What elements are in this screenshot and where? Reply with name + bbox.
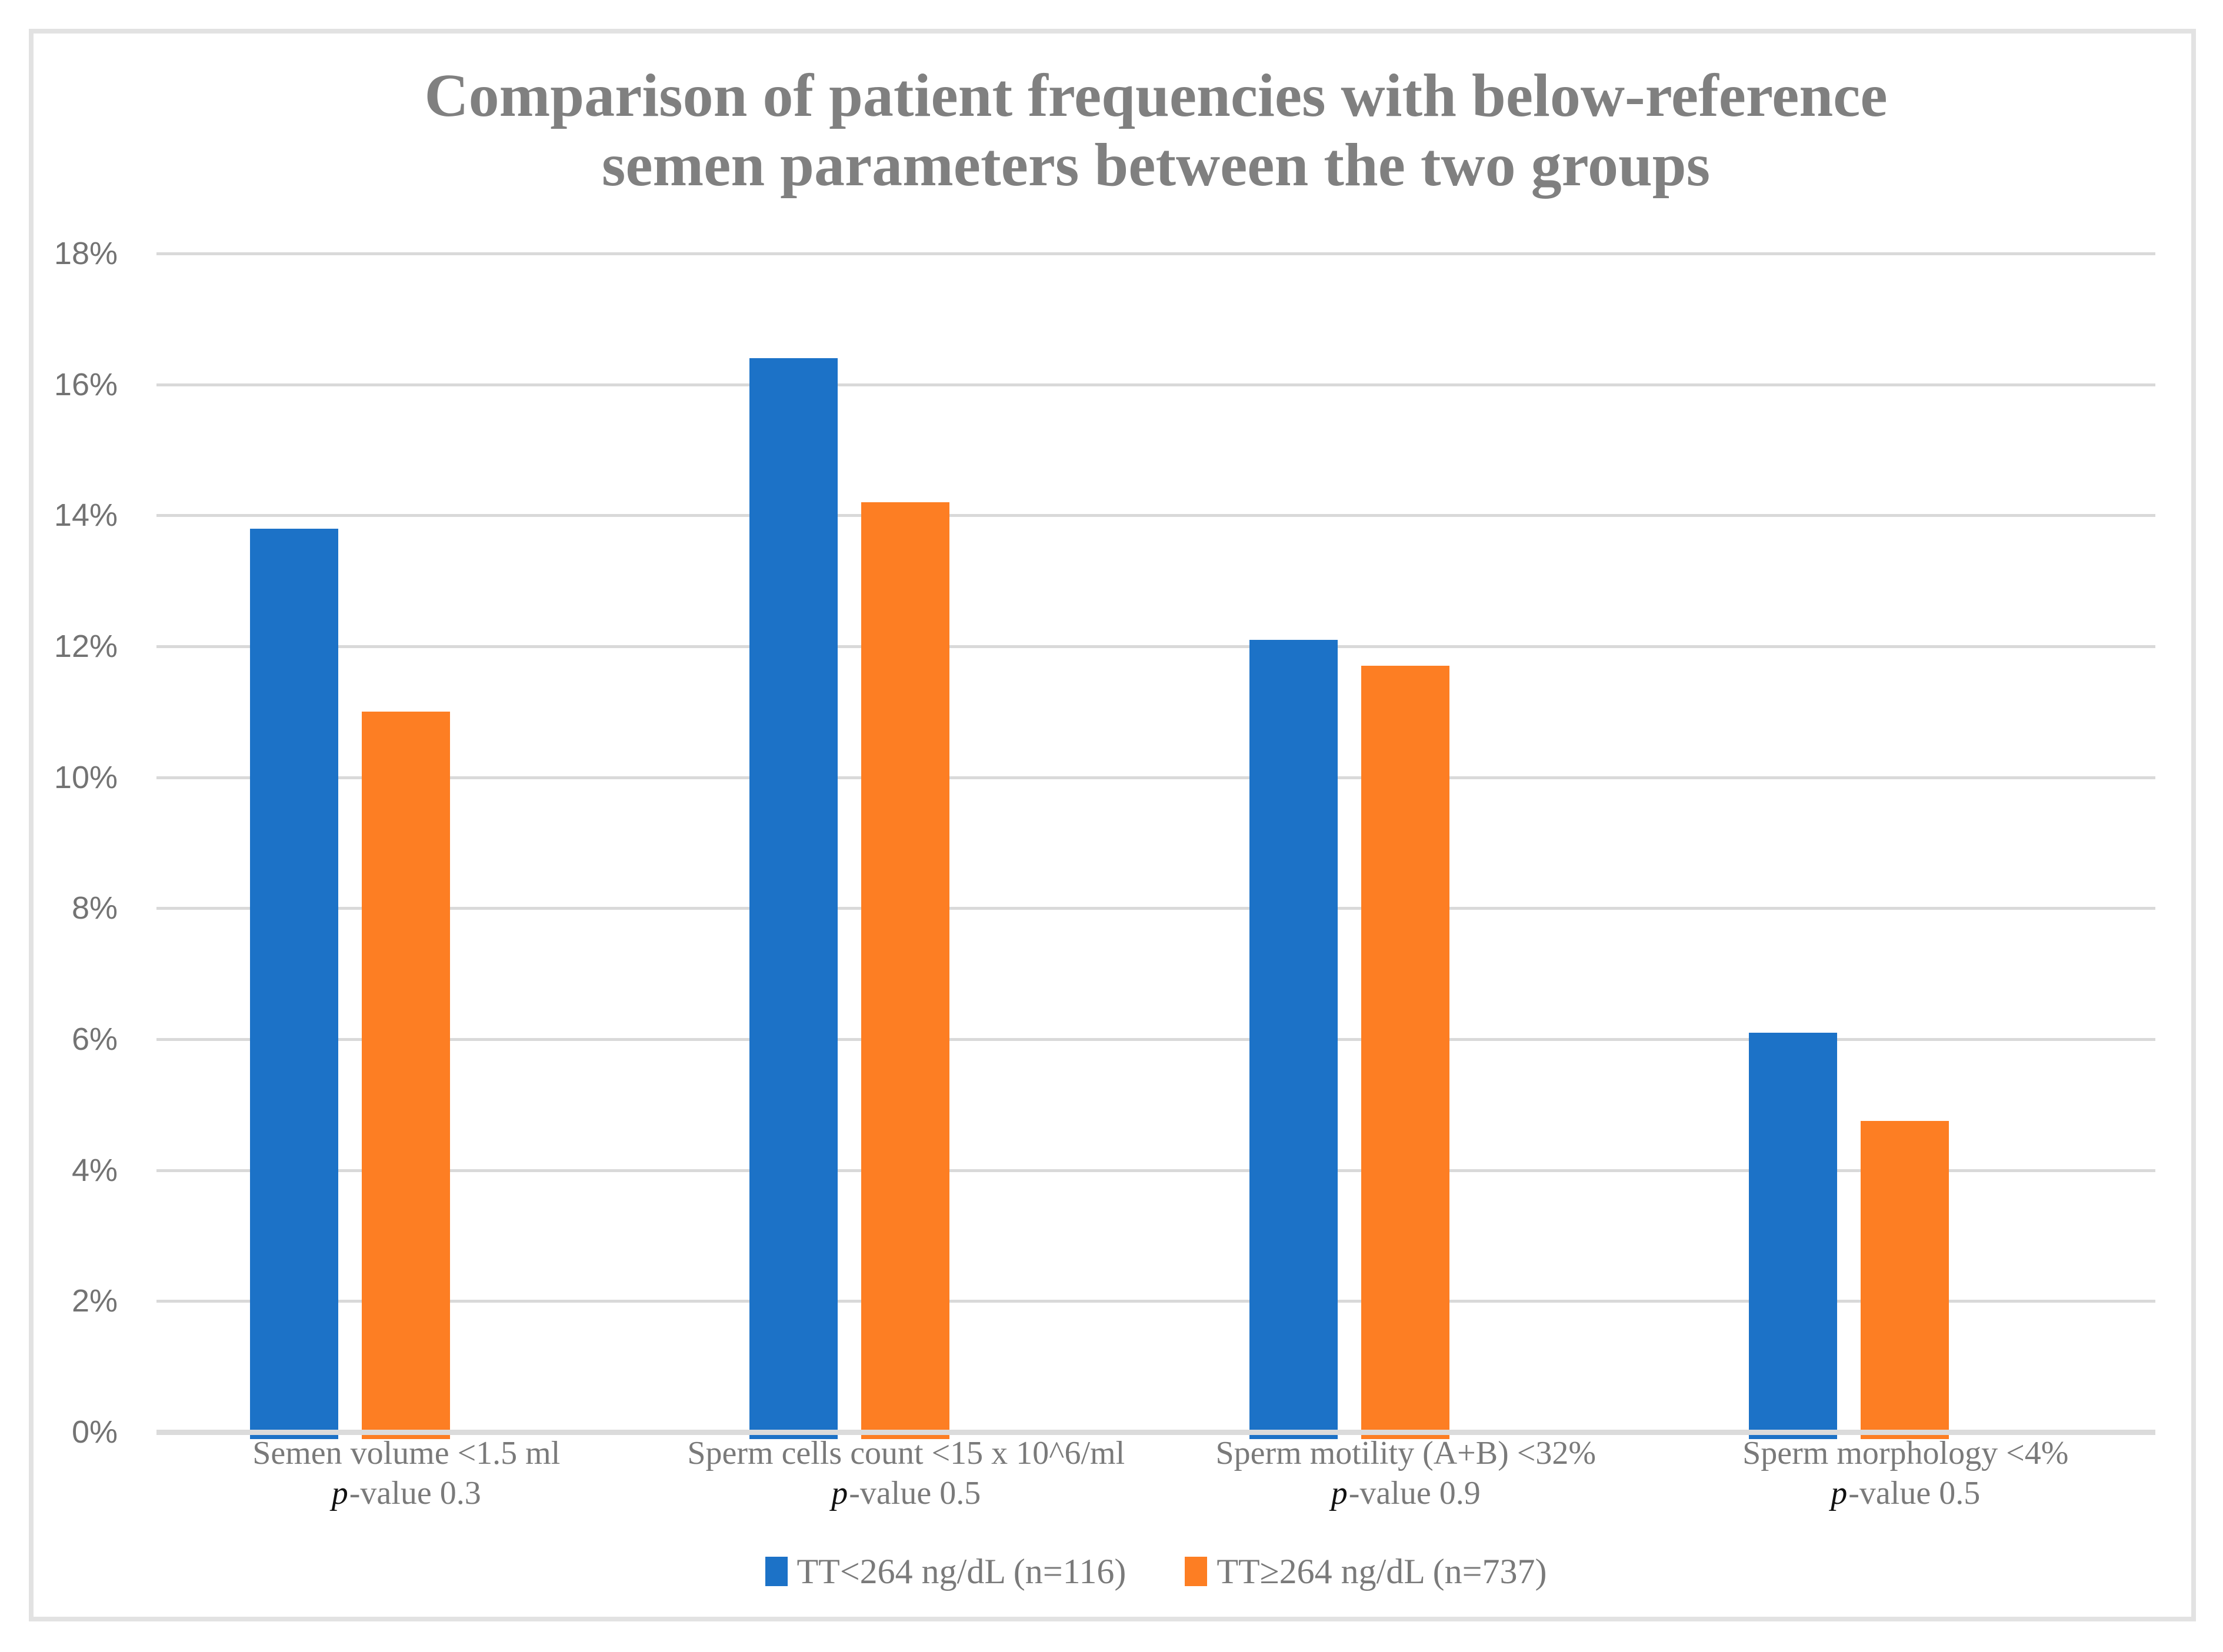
y-axis-tick-label: 18% [54, 236, 118, 271]
category-label: Sperm motility (A+B) <32% p-value 0.9 [1156, 1434, 1656, 1513]
y-axis-tick-label: 12% [54, 629, 118, 664]
category-label-text: Sperm cells count <15 x 10^6/ml [687, 1435, 1125, 1471]
x-axis-line [156, 1430, 2155, 1435]
p-italic: p [1331, 1475, 1348, 1511]
legend-item-1: TT<264 ng/dL (n=116) [765, 1552, 1127, 1591]
category-p-value: p-value 0.5 [831, 1475, 981, 1511]
y-axis-tick-label: 10% [54, 759, 118, 795]
category-label: Sperm cells count <15 x 10^6/ml p-value 0… [656, 1434, 1157, 1513]
y-axis-tick-label: 6% [71, 1022, 118, 1057]
gridline [156, 514, 2155, 518]
gridline [156, 1300, 2155, 1303]
bar-series-1 [1249, 639, 1338, 1439]
gridline [156, 252, 2155, 255]
category-label-text: Sperm morphology <4% [1742, 1435, 2069, 1471]
p-italic: p [331, 1475, 348, 1511]
bar-series-2 [1361, 666, 1449, 1439]
category-p-value: p-value 0.9 [1331, 1475, 1481, 1511]
category-label-text: Semen volume <1.5 ml [252, 1435, 561, 1471]
bar-series-1 [249, 528, 338, 1439]
gridline [156, 1038, 2155, 1041]
chart-title-line1: Comparison of patient frequencies with b… [424, 62, 1888, 129]
category-label-text: Sperm motility (A+B) <32% [1215, 1435, 1596, 1471]
y-axis-tick-label: 14% [54, 498, 118, 533]
legend-label: TT<264 ng/dL (n=116) [796, 1552, 1127, 1591]
bar-series-1 [1749, 1032, 1838, 1439]
legend: TT<264 ng/dL (n=116) TT≥264 ng/dL (n=737) [156, 1547, 2155, 1596]
category-p-value: p-value 0.5 [1831, 1475, 1981, 1511]
y-axis-tick-label: 8% [71, 890, 118, 926]
gridline [156, 645, 2155, 648]
y-axis-tick-label: 16% [54, 366, 118, 402]
y-axis-tick-label: 2% [71, 1283, 118, 1319]
gridline [156, 776, 2155, 779]
chart-title: Comparison of patient frequencies with b… [156, 61, 2155, 199]
y-axis-tick-label: 4% [71, 1152, 118, 1188]
gridline [156, 907, 2155, 910]
category-p-value: p-value 0.3 [331, 1475, 481, 1511]
p-italic: p [831, 1475, 848, 1511]
legend-label: TT≥264 ng/dL (n=737) [1217, 1552, 1547, 1591]
legend-item-2: TT≥264 ng/dL (n=737) [1185, 1554, 1547, 1589]
legend-swatch [765, 1557, 788, 1586]
category-label: Sperm morphology <4% p-value 0.5 [1656, 1434, 2156, 1513]
y-axis-tick-label: 0% [71, 1414, 118, 1450]
gridline [156, 383, 2155, 386]
legend-swatch [1185, 1557, 1208, 1586]
p-italic: p [1831, 1475, 1848, 1511]
bar-series-2 [861, 502, 950, 1439]
bar-series-2 [361, 712, 450, 1439]
gridline [156, 1169, 2155, 1172]
bar-series-1 [749, 358, 838, 1439]
bar-series-2 [1861, 1121, 1949, 1439]
chart-title-line2: semen parameters between the two groups [601, 131, 1711, 199]
category-label: Semen volume <1.5 ml p-value 0.3 [156, 1434, 656, 1513]
